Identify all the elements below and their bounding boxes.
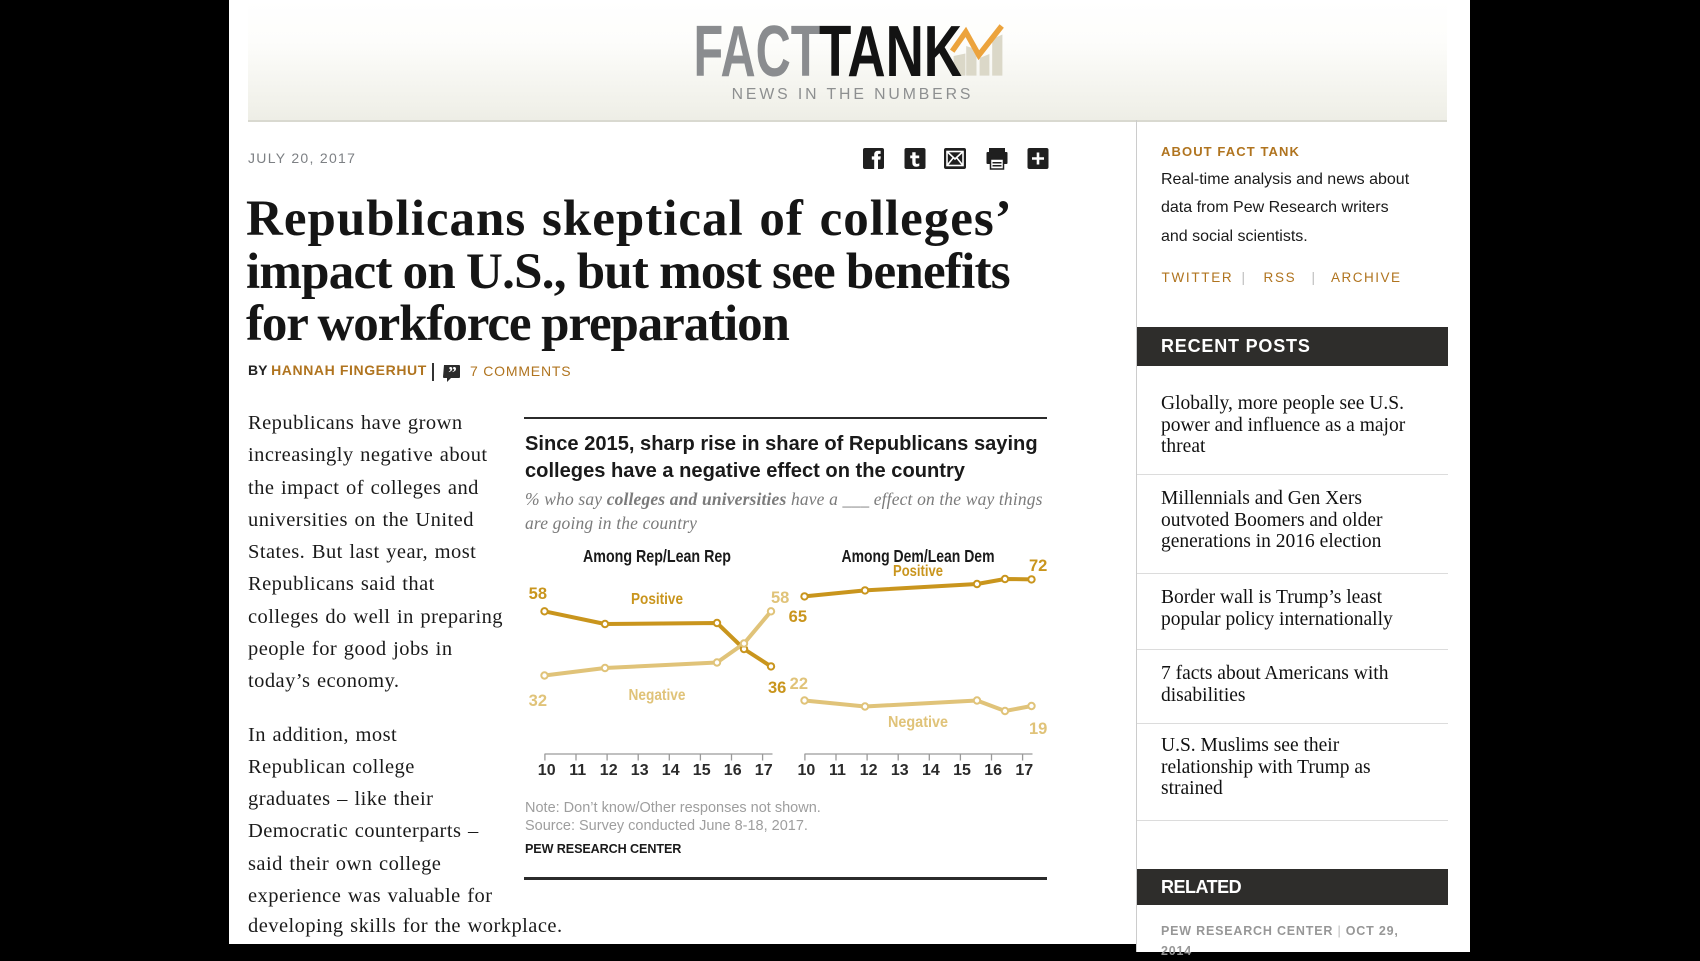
svg-text:13: 13 [891, 762, 909, 779]
svg-text:36: 36 [768, 679, 786, 697]
svg-text:Among Rep/Lean Rep: Among Rep/Lean Rep [583, 546, 731, 566]
svg-text:TANK: TANK [819, 12, 962, 92]
svg-text:16: 16 [724, 762, 742, 779]
svg-text:17: 17 [755, 762, 773, 779]
svg-text:13: 13 [631, 762, 649, 779]
svg-text:65: 65 [789, 608, 807, 626]
svg-text:58: 58 [771, 589, 789, 607]
svg-text:11: 11 [829, 762, 846, 779]
svg-text:11: 11 [569, 762, 586, 779]
svg-text:10: 10 [538, 762, 556, 779]
svg-text:32: 32 [529, 692, 547, 710]
svg-text:17: 17 [1015, 762, 1033, 779]
svg-text:Positive: Positive [893, 563, 943, 580]
svg-text:72: 72 [1029, 557, 1047, 575]
svg-text:14: 14 [922, 762, 940, 779]
svg-text:15: 15 [693, 762, 711, 779]
svg-text:58: 58 [529, 585, 547, 603]
svg-text:19: 19 [1029, 720, 1047, 738]
svg-text:Negative: Negative [629, 687, 686, 704]
svg-text:”: ” [448, 364, 457, 382]
svg-text:10: 10 [798, 762, 816, 779]
svg-text:Negative: Negative [888, 714, 948, 731]
svg-text:22: 22 [790, 675, 808, 693]
svg-text:12: 12 [860, 762, 878, 779]
svg-text:14: 14 [662, 762, 680, 779]
svg-text:15: 15 [953, 762, 971, 779]
svg-text:FACT: FACT [694, 12, 821, 92]
svg-text:12: 12 [600, 762, 618, 779]
svg-text:Among Dem/Lean Dem: Among Dem/Lean Dem [842, 546, 995, 566]
svg-text:16: 16 [984, 762, 1002, 779]
svg-text:Positive: Positive [631, 591, 683, 608]
